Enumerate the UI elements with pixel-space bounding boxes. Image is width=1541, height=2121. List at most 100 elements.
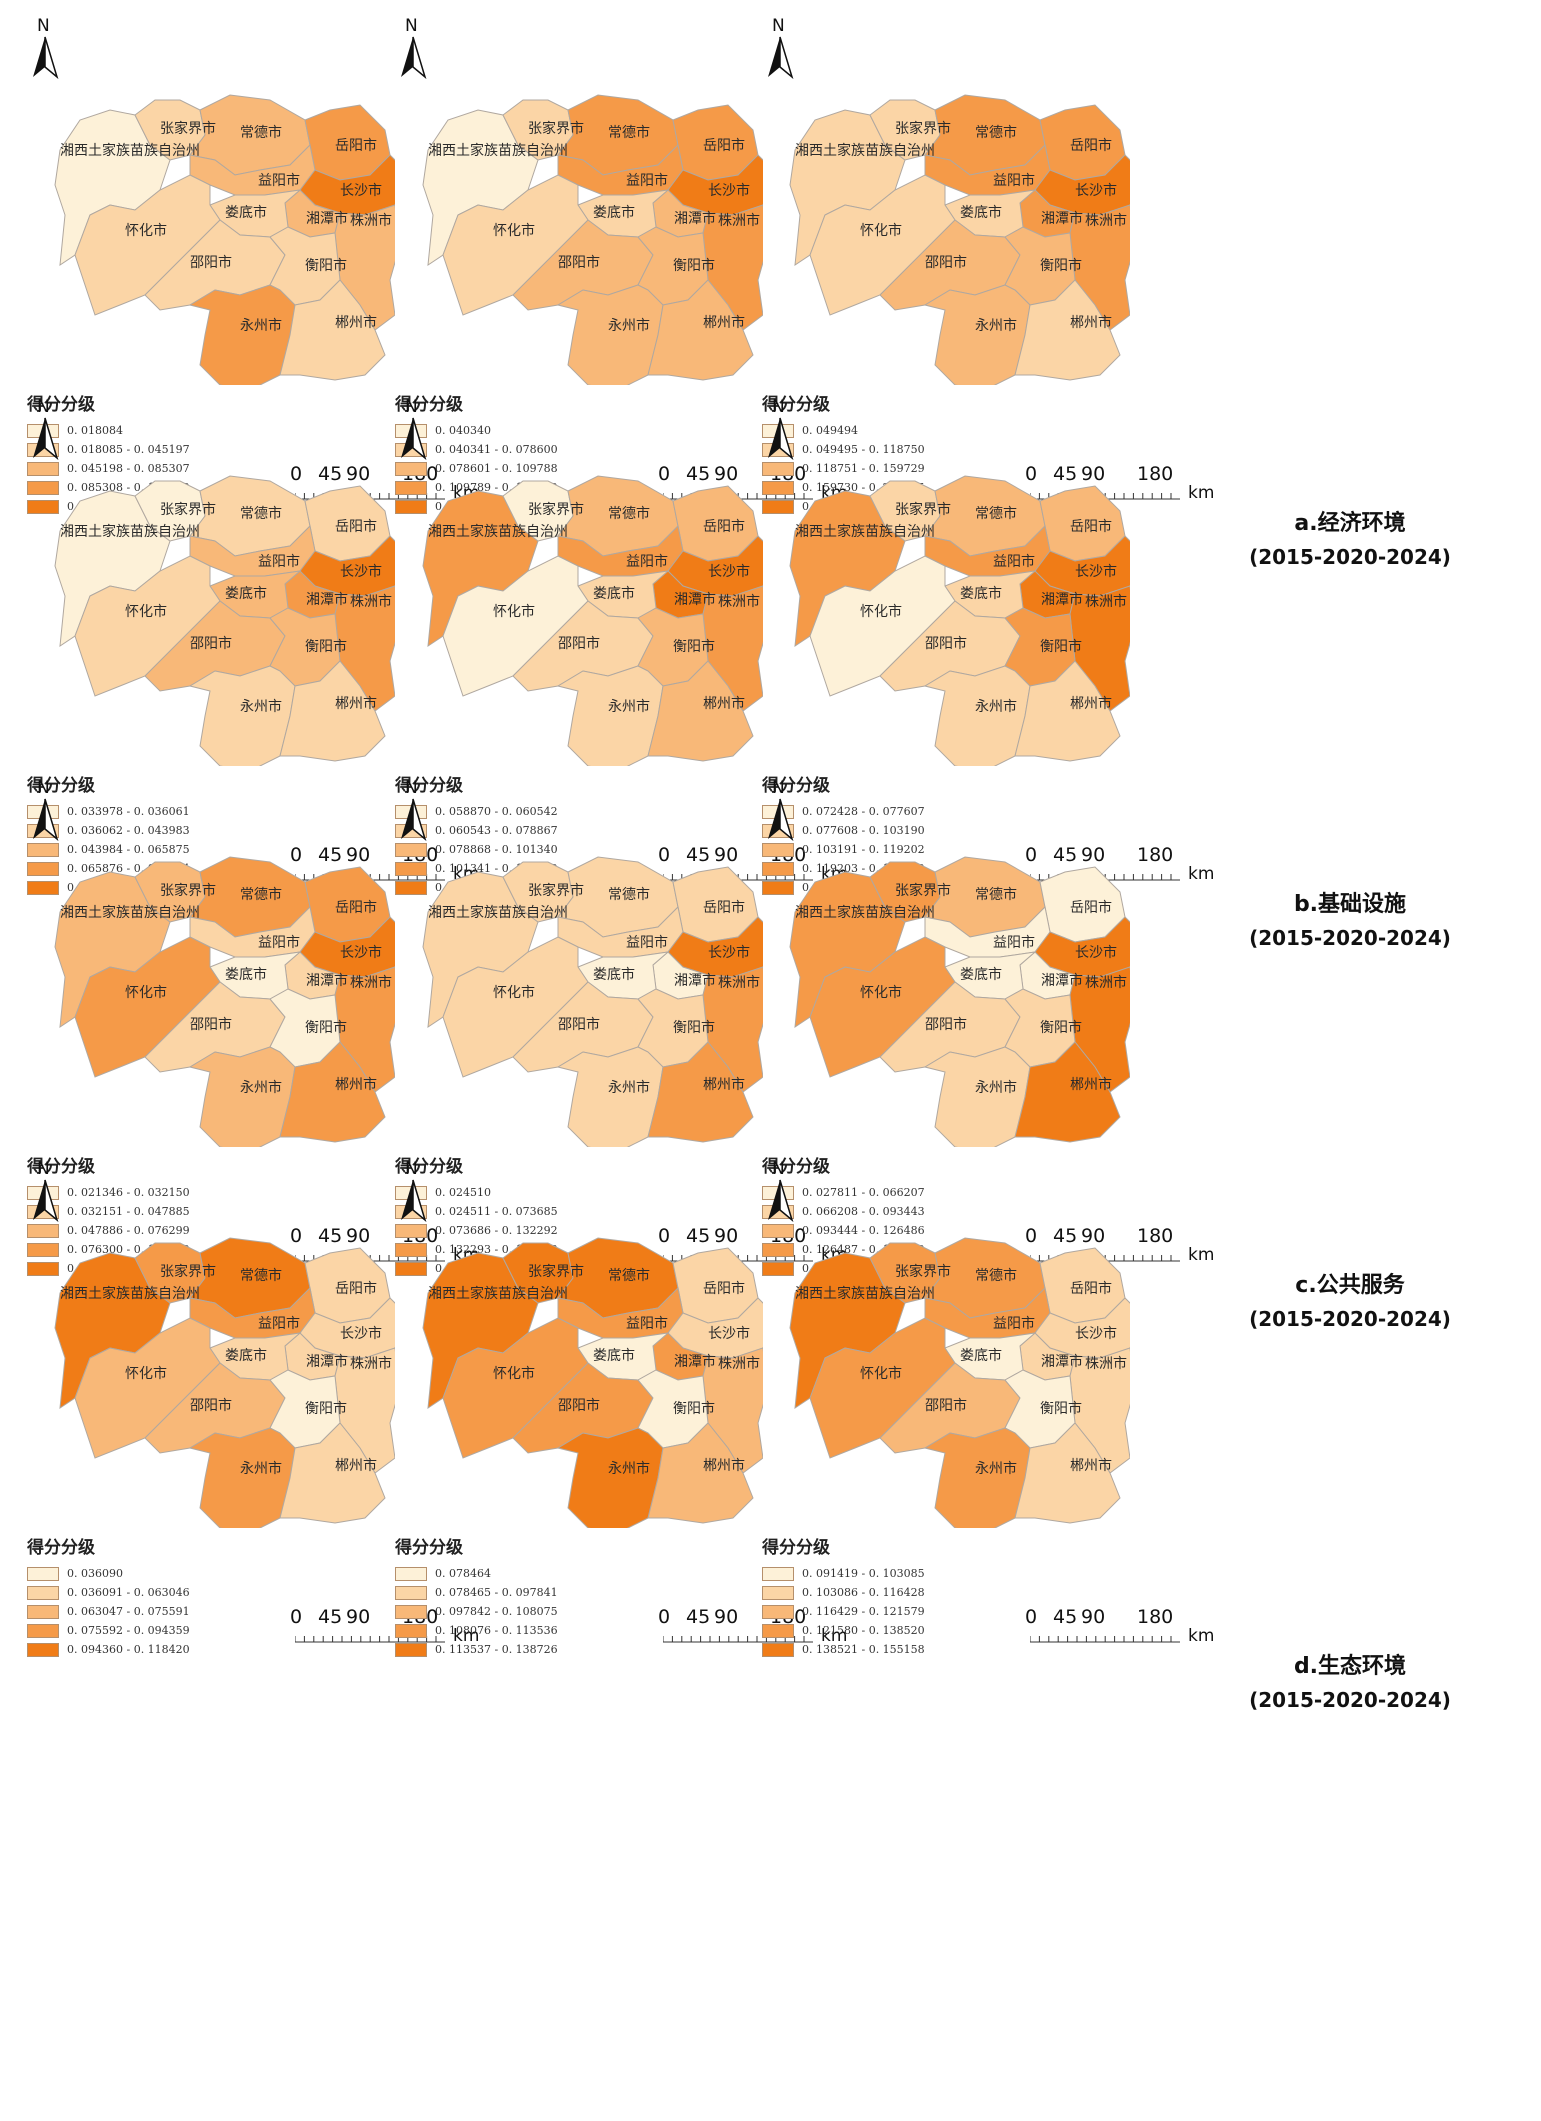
north-label: N bbox=[37, 397, 50, 417]
city-label: 娄底市 bbox=[593, 1347, 635, 1364]
city-label: 郴州市 bbox=[335, 1457, 377, 1474]
legend-swatch bbox=[395, 1623, 427, 1638]
legend-range: 0. 078464 bbox=[435, 1567, 491, 1580]
city-label: 益阳市 bbox=[626, 172, 668, 189]
legend-range: 0. 118751 - 0. 159729 bbox=[802, 462, 925, 475]
north-label: N bbox=[772, 778, 785, 798]
legend-range: 0. 045198 - 0. 085307 bbox=[67, 462, 190, 475]
city-label: 常德市 bbox=[240, 505, 282, 522]
city-label: 永州市 bbox=[240, 1460, 282, 1477]
region-12 bbox=[556, 665, 664, 766]
legend-swatch bbox=[395, 480, 427, 495]
panel-caption: c.公共服务 (2015-2020-2024) bbox=[1240, 1267, 1460, 1331]
map-panel: 湘西土家族苗族自治州 张家界市 常德市 岳阳市 益阳市 长沙市 湘潭市 株洲市 娄底市 怀化市 邵阳… bbox=[15, 386, 525, 906]
city-label: 岳阳市 bbox=[1070, 518, 1112, 535]
city-label: 邵阳市 bbox=[558, 1016, 600, 1033]
panel-caption: b.基础设施 (2015-2020-2024) bbox=[1240, 886, 1460, 950]
north-arrow-icon: N bbox=[25, 15, 65, 85]
legend-range: 0. 091419 - 0. 103085 bbox=[802, 1567, 925, 1580]
city-label: 长沙市 bbox=[340, 944, 382, 961]
legend-range: 0. 040340 bbox=[435, 424, 491, 437]
city-label: 长沙市 bbox=[1075, 563, 1117, 580]
legend-swatch bbox=[27, 880, 59, 895]
legend-item: 0. 138521 - 0. 155158 bbox=[762, 1640, 1002, 1659]
city-label: 湘潭市 bbox=[1041, 1353, 1083, 1370]
city-label: 湘西土家族苗族自治州 bbox=[60, 1285, 200, 1302]
north-label: N bbox=[37, 1159, 50, 1179]
city-label: 岳阳市 bbox=[335, 1280, 377, 1297]
scale-tick-label: 90 bbox=[714, 844, 739, 866]
city-label: 衡阳市 bbox=[673, 257, 715, 274]
city-label: 怀化市 bbox=[493, 222, 535, 239]
legend-swatch bbox=[762, 499, 794, 514]
city-label: 长沙市 bbox=[1075, 944, 1117, 961]
legend-item: 0. 073686 - 0. 132292 bbox=[395, 1221, 635, 1240]
city-label: 郴州市 bbox=[335, 314, 377, 331]
legend-item: 0. 121580 - 0. 138520 bbox=[762, 1621, 1002, 1640]
north-arrow-icon: N bbox=[393, 1158, 433, 1228]
scale-tick-label: 45 bbox=[1053, 844, 1078, 866]
scale-tick-label: 0 bbox=[290, 1606, 303, 1628]
legend-swatch bbox=[395, 861, 427, 876]
map-panel: 湘西土家族苗族自治州 张家界市 常德市 岳阳市 益阳市 长沙市 湘潭市 株洲市 娄底市 怀化市 邵阳… bbox=[750, 1148, 1260, 1668]
city-label: 株洲市 bbox=[1085, 593, 1127, 610]
city-label: 常德市 bbox=[608, 1267, 650, 1284]
city-label: 邵阳市 bbox=[925, 1016, 967, 1033]
scale-tick-label: 45 bbox=[318, 844, 343, 866]
north-arrow-icon: N bbox=[760, 1158, 800, 1228]
legend-swatch bbox=[395, 880, 427, 895]
legend-swatch bbox=[395, 1261, 427, 1276]
city-label: 怀化市 bbox=[125, 984, 167, 1001]
city-label: 娄底市 bbox=[960, 585, 1002, 602]
city-label: 永州市 bbox=[608, 698, 650, 715]
scale-tick-label: 90 bbox=[1081, 844, 1106, 866]
legend-item: 0. 045198 - 0. 085307 bbox=[27, 459, 267, 478]
region-13 bbox=[647, 1041, 754, 1143]
city-label: 长沙市 bbox=[708, 182, 750, 199]
city-label: 张家界市 bbox=[160, 882, 216, 899]
city-label: 张家界市 bbox=[528, 882, 584, 899]
region-12 bbox=[923, 1427, 1031, 1528]
city-label: 怀化市 bbox=[860, 1365, 902, 1382]
city-label: 益阳市 bbox=[993, 172, 1035, 189]
legend-swatch bbox=[27, 1604, 59, 1619]
city-label: 长沙市 bbox=[340, 1325, 382, 1342]
legend-range: 0. 072428 - 0. 077607 bbox=[802, 805, 925, 818]
city-label: 张家界市 bbox=[895, 1263, 951, 1280]
legend-item: 0. 103191 - 0. 119202 bbox=[762, 840, 1002, 859]
legend-swatch bbox=[27, 1223, 59, 1238]
legend-item: 0. 075592 - 0. 094359 bbox=[27, 1621, 267, 1640]
city-label: 衡阳市 bbox=[1040, 638, 1082, 655]
north-label: N bbox=[405, 1159, 418, 1179]
city-label: 湘西土家族苗族自治州 bbox=[428, 904, 568, 921]
north-arrow-icon: N bbox=[760, 15, 800, 85]
city-label: 益阳市 bbox=[993, 1315, 1035, 1332]
legend-range: 0. 024510 bbox=[435, 1186, 491, 1199]
scale-tick-label: 45 bbox=[318, 1225, 343, 1247]
region-12 bbox=[556, 1046, 664, 1147]
legend-item: 0. 078464 bbox=[395, 1564, 635, 1583]
legend-swatch bbox=[395, 1223, 427, 1238]
city-label: 株洲市 bbox=[350, 593, 392, 610]
region-13 bbox=[279, 1422, 386, 1524]
north-label: N bbox=[772, 16, 785, 36]
city-label: 衡阳市 bbox=[1040, 1400, 1082, 1417]
legend-title: 得分分级 bbox=[27, 395, 95, 415]
city-label: 湘西土家族苗族自治州 bbox=[795, 142, 935, 159]
city-label: 株洲市 bbox=[1085, 212, 1127, 229]
city-label: 岳阳市 bbox=[703, 137, 745, 154]
caption-years: (2015-2020-2024) bbox=[1249, 545, 1451, 569]
city-label: 株洲市 bbox=[350, 974, 392, 991]
region-13 bbox=[1014, 1041, 1121, 1143]
region-12 bbox=[923, 1046, 1031, 1147]
legend-swatch bbox=[762, 842, 794, 857]
legend-swatch bbox=[762, 861, 794, 876]
legend-title: 得分分级 bbox=[27, 1538, 95, 1558]
city-label: 衡阳市 bbox=[305, 638, 347, 655]
scale-tick-label: 0 bbox=[1025, 463, 1038, 485]
city-label: 长沙市 bbox=[708, 944, 750, 961]
